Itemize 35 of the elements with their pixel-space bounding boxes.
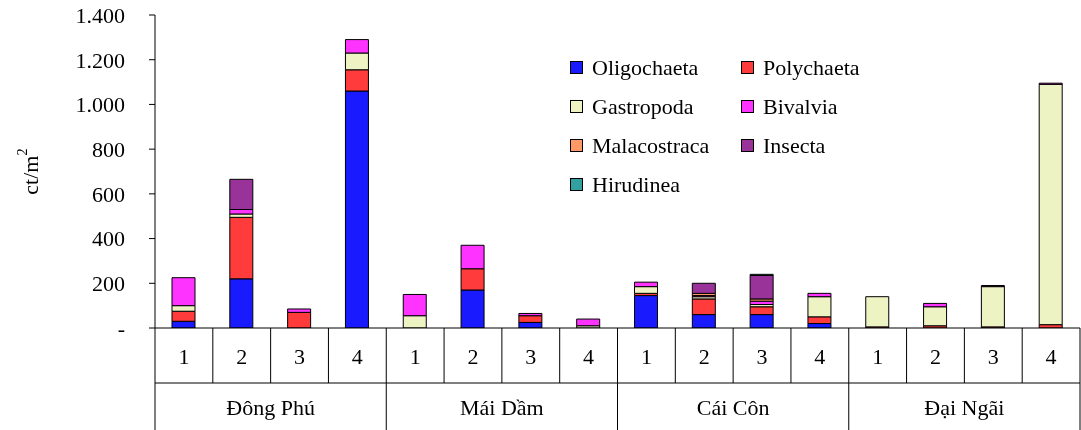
legend-label: Insecta <box>763 132 826 158</box>
x-tick-label: 2 <box>467 343 479 369</box>
text: Mái Dầm <box>460 394 544 420</box>
y-tick-label: 200 <box>92 271 125 297</box>
x-tick-label: 3 <box>525 343 537 369</box>
x-tick-label: 2 <box>236 343 248 369</box>
x-tick-label: 4 <box>1045 343 1057 369</box>
text: Đại Ngãi <box>924 394 1005 420</box>
x-tick-label: 3 <box>987 343 999 369</box>
y-tick-label: 1.000 <box>75 92 125 118</box>
y-tick-label: 800 <box>92 136 125 162</box>
x-tick-label: 4 <box>814 343 826 369</box>
legend-label: Malacostraca <box>592 132 710 158</box>
x-tick-label: 1 <box>178 343 190 369</box>
legend-label: Oligochaeta <box>592 54 699 80</box>
text: Đông Phú <box>226 394 315 420</box>
legend-label: Hirudinea <box>592 171 680 197</box>
x-tick-label: 1 <box>872 343 884 369</box>
legend-label: Bivalvia <box>763 93 838 119</box>
legend-label: Gastropoda <box>592 93 694 119</box>
x-tick-label: 1 <box>640 343 652 369</box>
text: Cái Côn <box>696 394 770 420</box>
x-tick-label: 2 <box>698 343 710 369</box>
y-tick-label: 1.400 <box>75 2 125 28</box>
y-tick-label: 1.200 <box>75 47 125 73</box>
y-tick-label: - <box>117 315 125 341</box>
x-tick-label: 2 <box>929 343 941 369</box>
x-tick-label: 4 <box>351 343 363 369</box>
x-tick-label: 1 <box>409 343 421 369</box>
legend-label: Polychaeta <box>763 54 860 80</box>
y-tick-label: 600 <box>92 181 125 207</box>
x-tick-label: 3 <box>756 343 768 369</box>
x-tick-label: 4 <box>583 343 595 369</box>
y-tick-label: 400 <box>92 226 125 252</box>
x-tick-label: 3 <box>294 343 306 369</box>
